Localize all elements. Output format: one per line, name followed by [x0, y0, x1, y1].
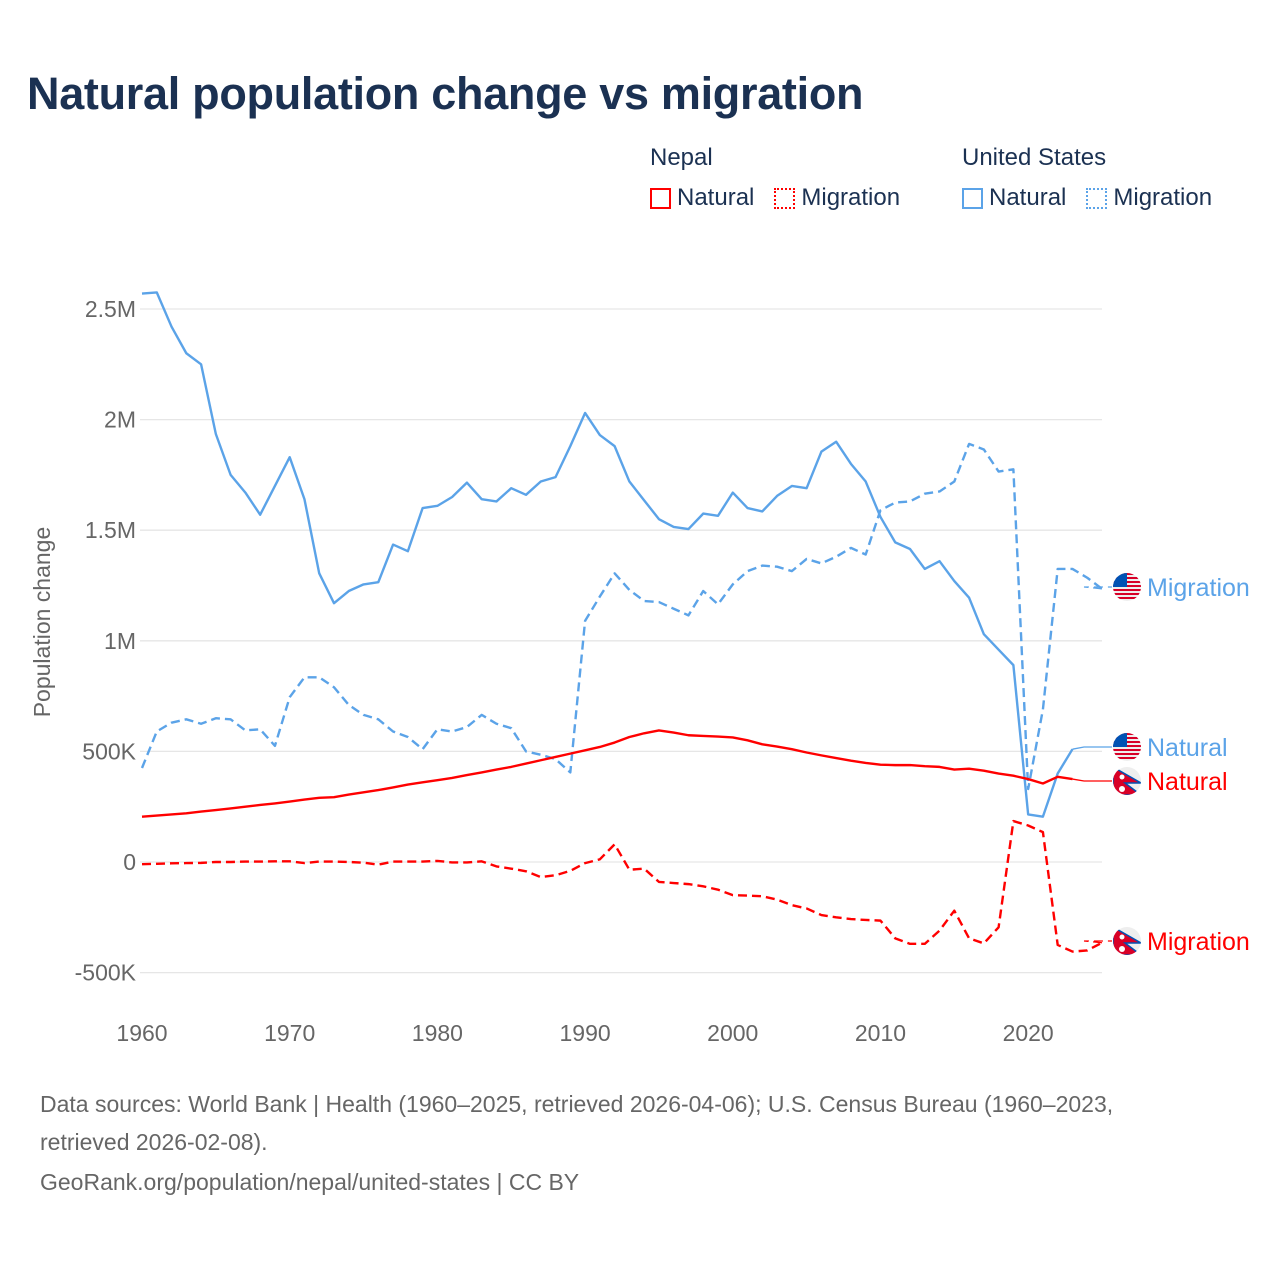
legend-swatch-dotted — [774, 187, 796, 209]
flag-sun — [1119, 946, 1125, 952]
series-line-np-natural — [141, 729, 1073, 818]
flag-body — [1113, 767, 1141, 795]
flag-moon — [1119, 774, 1125, 780]
series-end-label: Migration — [1147, 928, 1250, 956]
flag-stripe — [1113, 597, 1141, 599]
legend-item-nepal-natural[interactable]: Natural — [650, 184, 754, 212]
legend-group-title: Nepal — [650, 144, 713, 171]
flag-stripe — [1113, 593, 1141, 595]
x-tick-label: 1960 — [116, 1020, 167, 1046]
label-connector — [1083, 586, 1112, 590]
label-connector — [1083, 940, 1112, 944]
series-end-label: Natural — [1147, 768, 1228, 796]
footer-source-line-2: retrieved 2026-02-08). — [40, 1129, 268, 1155]
chart-title: Natural population change vs migration — [27, 68, 864, 119]
legend-swatch-dotted — [1086, 187, 1108, 209]
legend-item-us-natural[interactable]: Natural — [962, 184, 1066, 212]
y-tick-label: 2M — [104, 407, 136, 433]
us-flag-icon — [1113, 573, 1141, 601]
label-connector — [1072, 778, 1112, 782]
series-line-np-migration — [141, 819, 1103, 953]
x-tick-label: 2010 — [855, 1020, 906, 1046]
flag-stripe — [1113, 589, 1141, 591]
flag-sun — [1119, 786, 1125, 792]
series-end-label: Natural — [1147, 734, 1228, 762]
series-line-us-natural — [141, 291, 1074, 818]
y-tick-label: 2.5M — [85, 296, 136, 322]
flag-moon — [1119, 934, 1125, 940]
y-tick-label: 1.5M — [85, 517, 136, 543]
legend-swatch-solid — [650, 187, 671, 209]
flag-stripe — [1113, 753, 1141, 755]
legend-label: Migration — [801, 184, 901, 211]
legend-label: Migration — [1113, 184, 1213, 211]
nepal-flag-icon — [1113, 767, 1141, 795]
nepal-flag-icon — [1113, 927, 1141, 955]
label-connector — [1072, 746, 1112, 750]
legend-label: Natural — [677, 184, 755, 211]
legend-group-united-states: United States Natural Migration — [962, 144, 1212, 212]
y-axis-label: Population change — [29, 527, 55, 718]
flag-body — [1113, 573, 1141, 601]
legend-label: Natural — [989, 184, 1067, 211]
x-tick-label: 1970 — [264, 1020, 315, 1046]
x-tick-label: 1990 — [559, 1020, 610, 1046]
x-tick-label: 2020 — [1003, 1020, 1054, 1046]
legend-swatch-solid — [962, 187, 983, 209]
x-tick-label: 2000 — [707, 1020, 758, 1046]
y-tick-label: 0 — [123, 849, 136, 875]
flag-stripe — [1113, 757, 1141, 759]
legend-group-nepal: Nepal Natural Migration — [650, 144, 900, 212]
flag-canton — [1113, 573, 1127, 587]
y-tick-label: 500K — [82, 738, 136, 764]
y-tick-label: -500K — [75, 960, 137, 986]
flag-stripe — [1113, 749, 1141, 751]
footer-link[interactable]: GeoRank.org/population/nepal/united-stat… — [40, 1169, 580, 1195]
y-tick-label: 1M — [104, 628, 136, 654]
series-end-label: Migration — [1147, 574, 1250, 602]
flag-canton — [1113, 733, 1127, 747]
flag-body — [1113, 927, 1141, 955]
legend-group-title: United States — [962, 144, 1107, 171]
series-line-us-migration — [140, 442, 1103, 791]
x-tick-label: 1980 — [412, 1020, 463, 1046]
legend-item-us-migration[interactable]: Migration — [1086, 184, 1212, 212]
us-flag-icon — [1113, 733, 1141, 761]
flag-body — [1113, 733, 1141, 761]
footer-source-line-1: Data sources: World Bank | Health (1960–… — [40, 1091, 1114, 1117]
legend-item-nepal-migration[interactable]: Migration — [774, 184, 900, 212]
